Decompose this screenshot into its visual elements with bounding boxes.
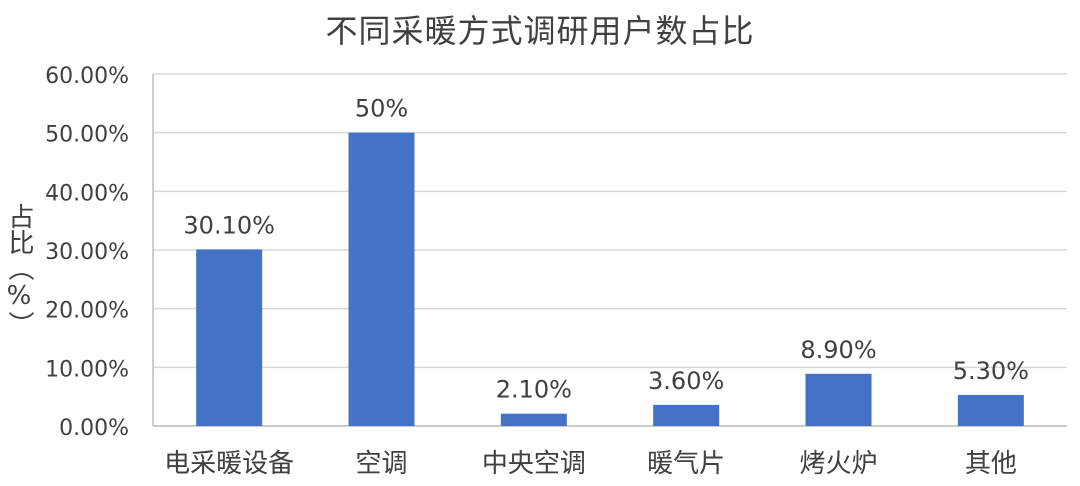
data-label: 30.10% [183,211,275,239]
x-tick-label: 其他 [965,449,1017,479]
x-tick-label: 暖气片 [647,449,725,479]
y-tick-label: 0.00% [59,416,129,441]
bar-2 [500,413,567,426]
bar-4 [805,373,872,426]
y-tick-label: 40.00% [45,181,129,206]
bar-3 [653,404,720,426]
bar-0 [196,249,263,426]
y-tick-label: 20.00% [45,299,129,324]
y-tick-label: 50.00% [45,123,129,148]
data-label: 3.60% [648,367,724,395]
x-tick-label: 空调 [355,449,407,479]
chart-title: 不同采暖方式调研用户数占比 [325,12,755,50]
y-tick-label: 10.00% [45,357,129,382]
data-label: 5.30% [953,357,1029,385]
x-tick-label: 烤火炉 [799,449,877,479]
y-axis-title: 占比（%） [4,203,34,337]
data-label: 8.90% [800,336,876,364]
bar-1 [348,132,415,426]
y-tick-label: 30.00% [45,240,129,265]
data-label: 50% [355,95,408,123]
x-tick-label: 中央空调 [482,449,586,479]
y-tick-label: 60.00% [45,64,129,89]
data-label: 2.10% [496,376,572,404]
x-tick-label: 电采暖设备 [164,449,294,479]
bar-5 [957,394,1024,426]
